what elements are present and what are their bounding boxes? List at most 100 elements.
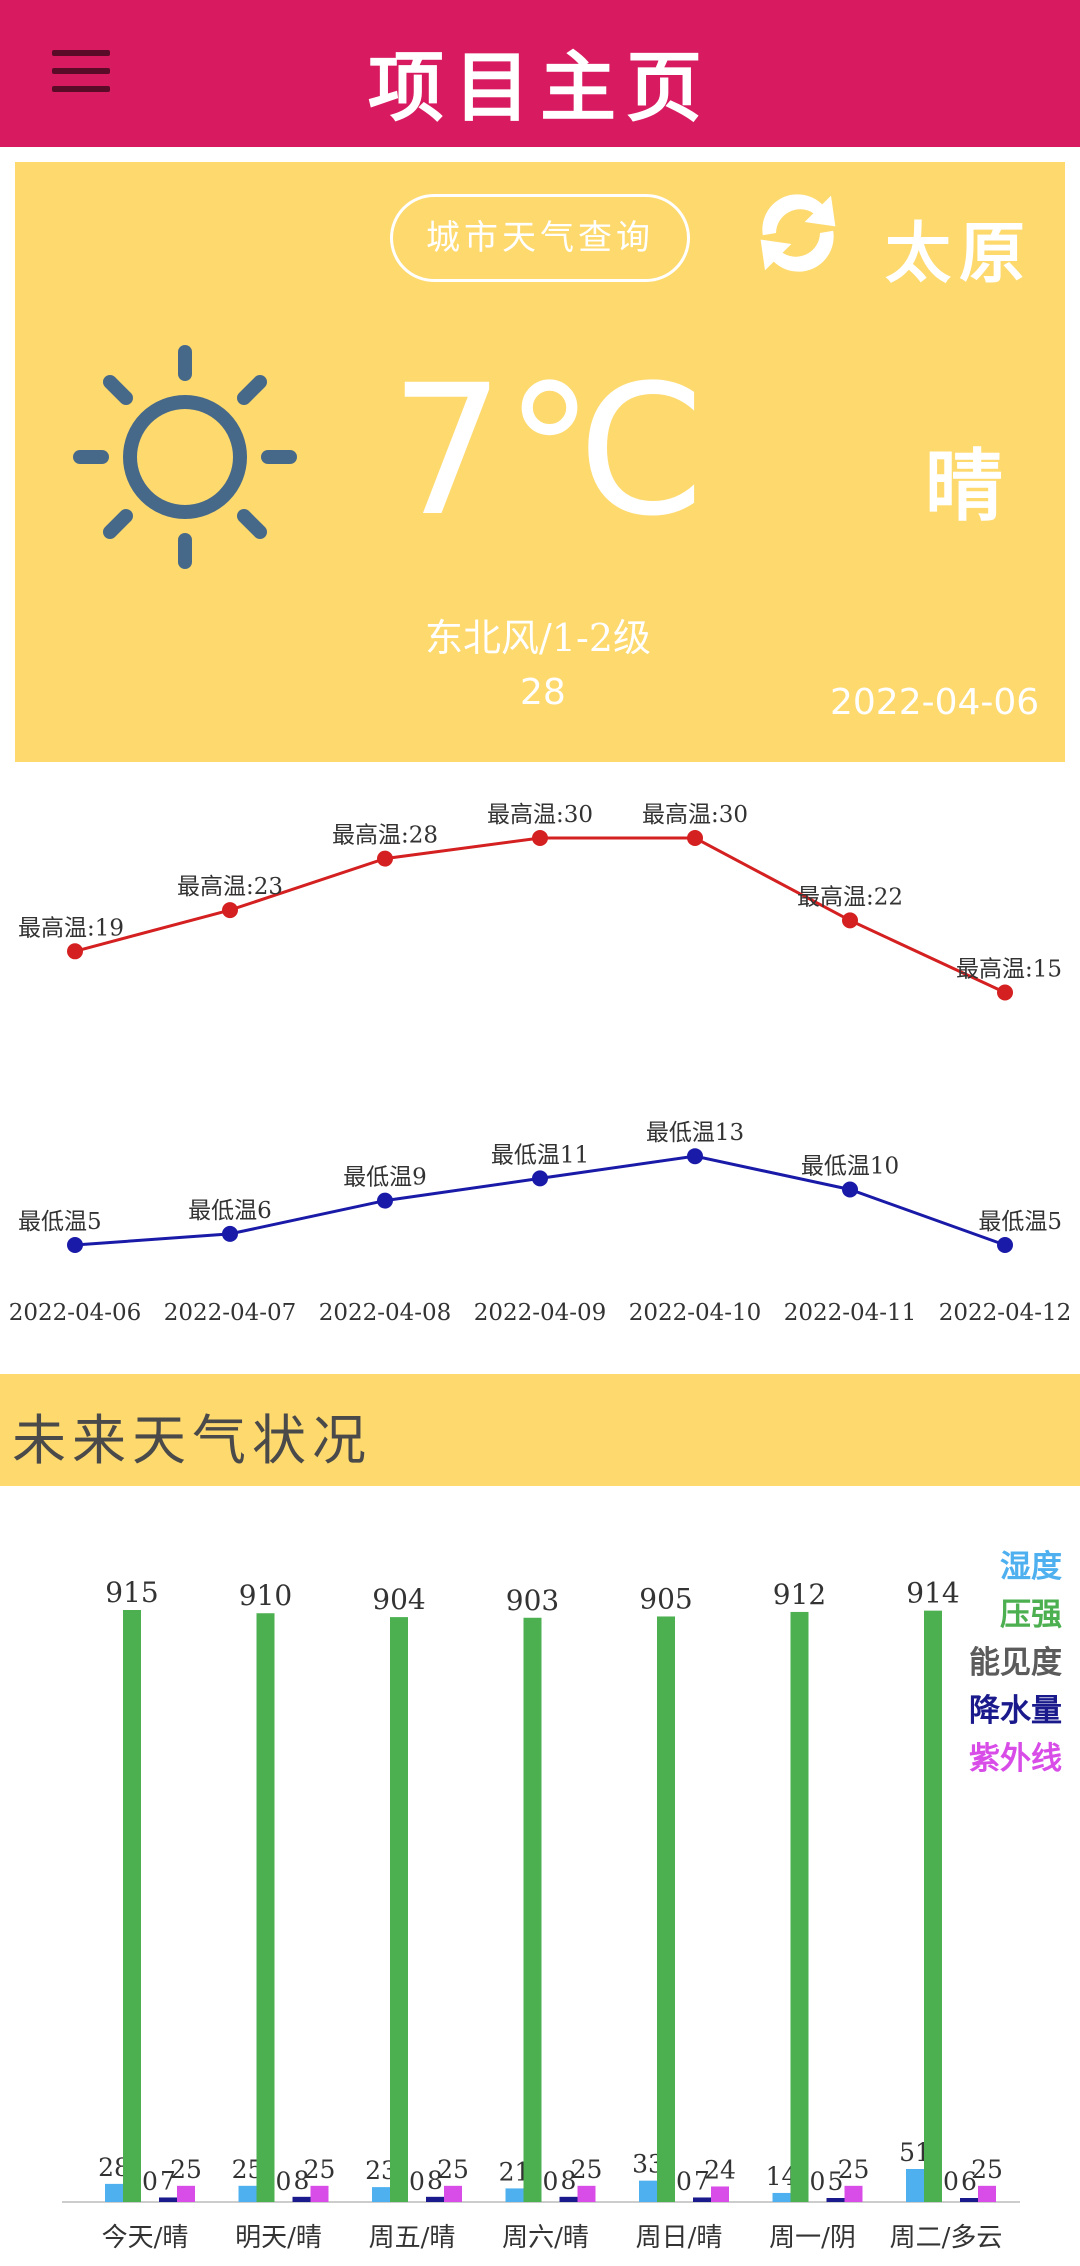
legend-item: 压强 [1000,1597,1062,1633]
high-temp-point [532,830,548,846]
bar-value-label: 25 [437,2155,469,2184]
low-temp-point [687,1148,703,1165]
low-temp-label: 最低温5 [978,1209,1062,1235]
date-tick-label: 2022-04-07 [164,1300,297,1326]
low-temp-point [532,1170,548,1187]
bar-value-label: 8 [427,2166,443,2195]
category-tick-label: 周六/晴 [502,2223,589,2253]
bar-value-label: 0 [676,2167,692,2196]
bar-value-label: 915 [105,1576,158,1609]
bar-humidity [639,2180,657,2202]
low-temp-point [842,1181,858,1198]
menu-icon[interactable] [52,50,112,94]
bar-uv [177,2185,195,2202]
bar-pressure [523,1617,542,2202]
date-tick-label: 2022-04-09 [474,1300,607,1326]
humidity-value: 28 [520,672,566,713]
legend-item: 降水量 [969,1693,1062,1729]
current-temperature: 7℃ [390,347,707,556]
bar-value-label: 903 [506,1584,559,1617]
bar-precipitation [693,2197,711,2202]
bar-uv [444,2185,462,2202]
high-temp-label: 最高温:28 [332,823,438,849]
bar-humidity [772,2192,791,2202]
bar-humidity [105,2183,123,2202]
low-temp-label: 最低温5 [18,1209,102,1235]
date-tick-label: 2022-04-12 [939,1300,1072,1326]
refresh-icon[interactable] [743,178,853,288]
bar-value-label: 912 [773,1578,826,1611]
bar-value-label: 25 [170,2155,202,2184]
sun-icon [73,345,297,569]
high-temp-label: 最高温:19 [18,915,124,941]
low-temp-label: 最低温10 [801,1154,899,1180]
current-weather-card: 城市天气查询 太原 7℃ 晴 东北风/1-2级 28 2022-04-06 [15,162,1065,762]
report-date: 2022-04-06 [830,682,1040,723]
date-tick-label: 2022-04-10 [629,1300,762,1326]
bar-pressure [657,1616,675,2202]
legend-item: 湿度 [1000,1549,1062,1585]
bar-value-label: 0 [409,2167,425,2196]
bar-precipitation [960,2198,978,2202]
bar-value-label: 8 [561,2166,577,2195]
bar-value-label: 25 [304,2155,336,2184]
bar-precipitation [559,2196,578,2202]
high-temp-label: 最高温:23 [177,874,283,900]
bar-pressure [123,1610,141,2202]
menu-icon-line [52,86,110,92]
high-temp-point [687,830,703,846]
bar-value-label: 0 [810,2167,826,2196]
city-name: 太原 [885,214,1033,292]
bar-value-label: 25 [838,2155,870,2184]
bar-value-label: 904 [372,1583,425,1616]
bar-value-label: 5 [828,2167,844,2196]
category-tick-label: 周二/多云 [890,2223,1003,2253]
bar-precipitation [292,2196,311,2202]
date-tick-label: 2022-04-11 [784,1300,917,1326]
bar-humidity [372,2187,390,2202]
bar-uv [711,2186,729,2202]
date-tick-label: 2022-04-08 [319,1300,452,1326]
menu-icon-line [52,68,110,74]
bar-value-label: 914 [906,1577,959,1610]
high-temp-point [67,943,83,960]
bar-humidity [906,2169,924,2202]
category-tick-label: 周日/晴 [636,2223,723,2253]
category-tick-label: 今天/晴 [102,2223,189,2253]
bar-value-label: 25 [971,2155,1003,2184]
bar-pressure [924,1610,942,2202]
high-temp-point [842,912,858,929]
bar-value-label: 905 [639,1582,692,1615]
low-temp-label: 最低温6 [188,1198,272,1224]
bar-value-label: 25 [571,2155,603,2184]
category-tick-label: 周一/阴 [769,2223,856,2253]
high-temp-line [74,836,1006,994]
bar-uv [978,2185,996,2202]
category-tick-label: 明天/晴 [235,2223,322,2253]
bar-uv [310,2185,329,2202]
low-temp-label: 最低温13 [646,1120,744,1146]
legend-item: 紫外线 [969,1741,1062,1777]
bar-value-label: 0 [543,2167,559,2196]
city-weather-query-button[interactable]: 城市天气查询 [390,194,690,282]
bar-value-label: 6 [961,2167,977,2196]
temperature-line-chart: 最高温:19 最高温:23 最高温:28 最高温:30 最高温:30 最高温:22 最高温:… [9,802,1072,1326]
low-temp-point [377,1192,393,1209]
weather-condition: 晴 [925,441,1004,532]
high-temp-label: 最高温:22 [797,884,903,910]
low-temp-label: 最低温9 [343,1165,427,1191]
bar-value-label: 910 [239,1579,292,1612]
bar-value-label: 0 [943,2167,959,2196]
bar-uv [577,2185,596,2202]
future-weather-header: 未来天气状况 [0,1374,1080,1486]
bar-value-label: 7 [160,2166,176,2195]
legend-item: 能见度 [969,1645,1062,1681]
low-temp-point [222,1225,238,1242]
bar-pressure [790,1611,809,2202]
bar-precipitation [159,2197,177,2202]
bar-value-label: 0 [276,2167,292,2196]
future-weather-title: 未来天气状况 [12,1409,372,1472]
low-temp-point [997,1237,1013,1253]
bar-precipitation [426,2196,444,2202]
